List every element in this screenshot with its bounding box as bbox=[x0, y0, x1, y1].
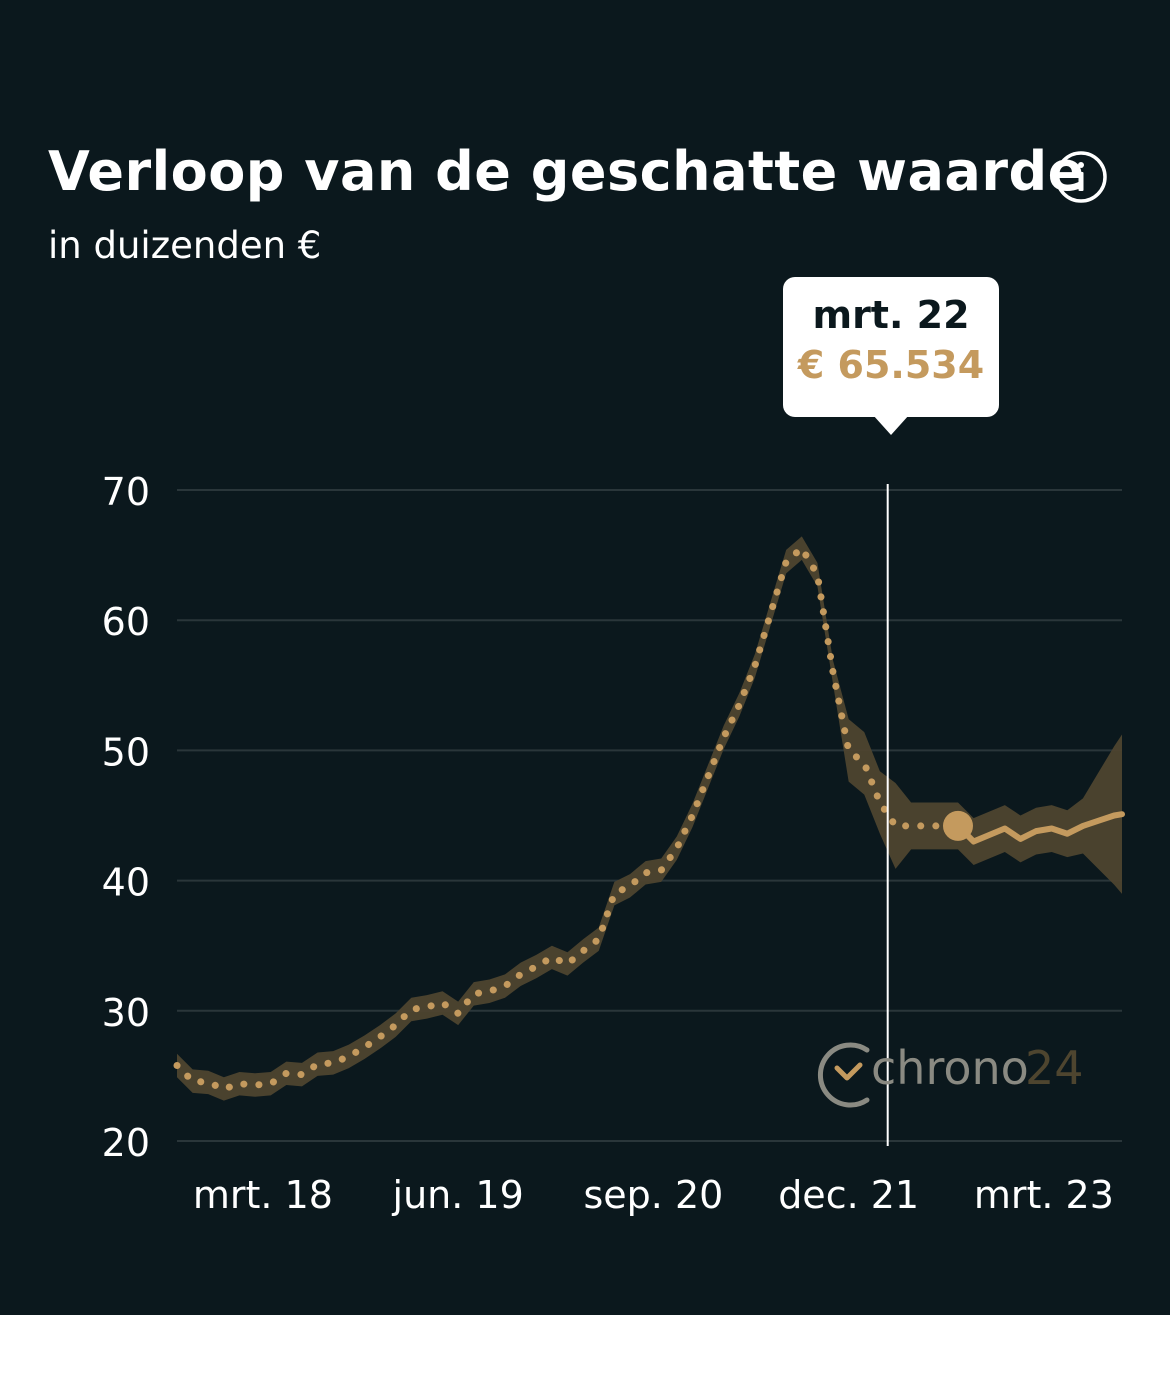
y-tick-label: 40 bbox=[102, 861, 150, 905]
watermark-brand-number: 24 bbox=[1025, 1041, 1084, 1095]
y-tick-label: 30 bbox=[102, 991, 150, 1035]
y-tick-label: 70 bbox=[102, 470, 150, 514]
chart-title: Verloop van de geschatte waarde bbox=[48, 140, 1085, 203]
chart-panel: Verloop van de geschatte waarde in duize… bbox=[0, 0, 1170, 1315]
y-tick-label: 50 bbox=[102, 730, 150, 774]
line-chart: 20 30 40 50 60 70 mrt. 18 jun. 19 sep. 20 dec. 21… bbox=[102, 470, 1125, 1217]
value-tooltip: mrt. 22 € 65.534 bbox=[783, 277, 999, 435]
x-tick-label: dec. 21 bbox=[778, 1173, 919, 1217]
x-tick-label: mrt. 18 bbox=[193, 1173, 333, 1217]
confidence-band bbox=[177, 536, 1122, 1101]
y-tick-label: 60 bbox=[102, 600, 150, 644]
x-tick-label: jun. 19 bbox=[392, 1173, 524, 1217]
tooltip-value: € 65.534 bbox=[797, 343, 985, 387]
watermark-brand-text: chrono bbox=[871, 1041, 1029, 1095]
current-value-marker bbox=[942, 810, 973, 841]
y-tick-label: 20 bbox=[102, 1121, 150, 1165]
clock-logo-icon: chrono 24 bbox=[817, 1041, 1084, 1108]
forecast-line bbox=[954, 811, 1125, 845]
info-icon[interactable] bbox=[1054, 150, 1108, 204]
tooltip-date: mrt. 22 bbox=[812, 293, 970, 337]
x-tick-label: sep. 20 bbox=[583, 1173, 723, 1217]
x-tick-label: mrt. 23 bbox=[974, 1173, 1114, 1217]
chart-subtitle: in duizenden € bbox=[48, 224, 322, 267]
historical-line bbox=[173, 544, 962, 1093]
